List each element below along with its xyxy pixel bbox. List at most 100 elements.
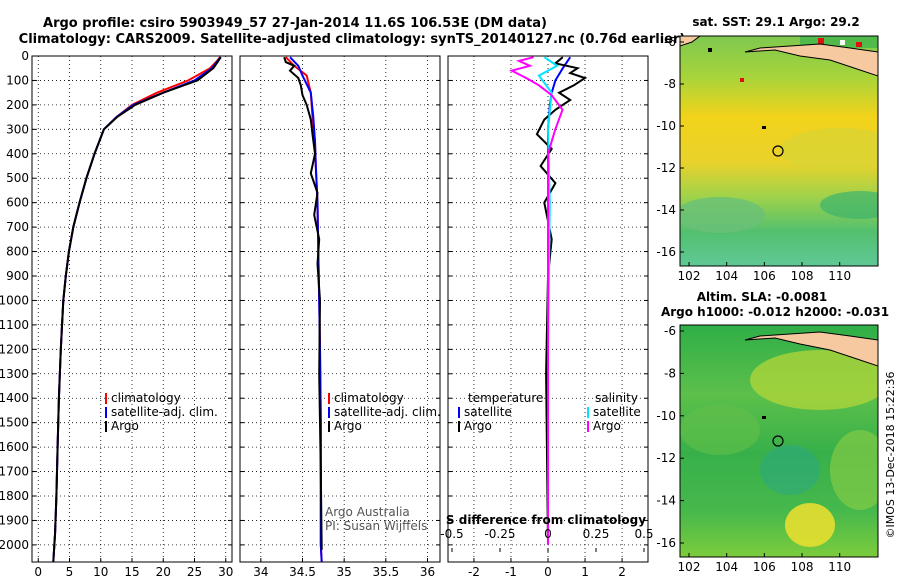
sla-map-title-2: Argo h1000: -0.012 h2000: -0.031: [661, 305, 889, 319]
diff-legend-sal-head: salinity: [595, 391, 638, 405]
sst-lon-label: 110: [828, 269, 851, 283]
sst-lon-label: 106: [753, 269, 776, 283]
diff-series-temperature-argo: [535, 56, 588, 545]
temp-legend-label: Argo: [111, 419, 139, 433]
sst-lat-label: -6: [664, 35, 676, 49]
sla-lon-label: 108: [791, 560, 814, 574]
credit-argo-australia: Argo Australia: [325, 505, 410, 519]
sal-xtick-label: 34: [253, 565, 268, 579]
diff-sal-legend-swatch: [587, 407, 589, 418]
sal-xtick-label: 34.5: [289, 565, 316, 579]
depth-tick-label: 1200: [0, 342, 29, 356]
temp-xtick-label: 5: [66, 565, 74, 579]
temp-xtick-label: 15: [124, 565, 139, 579]
sal-series-climatology: [285, 56, 323, 563]
sla-lon-label: 110: [828, 560, 851, 574]
sst-lat-label: -16: [656, 245, 676, 259]
diff-s-tick-label: 0: [544, 527, 552, 541]
temp-series-argo: [52, 56, 222, 563]
temp-legend-swatch: [105, 407, 107, 418]
diff-s-tick-label: -0.25: [484, 527, 515, 541]
depth-tick-label: 200: [6, 98, 29, 112]
depth-tick-label: 1500: [0, 416, 29, 430]
depth-tick-label: 1800: [0, 489, 29, 503]
sal-legend-swatch: [328, 393, 330, 404]
depth-tick-label: 1100: [0, 318, 29, 332]
sal-xtick-label: 35.5: [372, 565, 399, 579]
sla-map-title-1: Altim. SLA: -0.0081: [697, 290, 828, 304]
depth-tick-label: 800: [6, 245, 29, 259]
sal-legend-label: Argo: [334, 419, 362, 433]
diff-series-temperature-satellite: [547, 56, 572, 545]
diff-s-tick-label: 0.25: [583, 527, 610, 541]
diff-sal-legend-label: satellite: [593, 405, 641, 419]
temp-series-satellite-adj-clim-: [52, 56, 222, 563]
sla-lat-label: -14: [656, 494, 676, 508]
depth-tick-label: 0: [21, 49, 29, 63]
diff-s-tick-label: -0.5: [440, 527, 463, 541]
temp-xtick-label: 25: [187, 565, 202, 579]
temp-legend-label: climatology: [111, 391, 181, 405]
sst-land-java: [744, 43, 878, 77]
sla-lat-label: -10: [656, 409, 676, 423]
credit-pi: PI: Susan Wijffels: [325, 519, 427, 533]
depth-tick-label: 1300: [0, 367, 29, 381]
sal-xtick-label: 36: [420, 565, 435, 579]
sal-legend-label: satellite-adj. clim.: [334, 405, 441, 419]
temp-xtick-label: 0: [34, 565, 42, 579]
depth-tick-label: 700: [6, 220, 29, 234]
title-line-2: Climatology: CARS2009. Satellite-adjuste…: [19, 32, 686, 47]
sst-lat-label: -14: [656, 203, 676, 217]
sal-legend-swatch: [328, 421, 330, 432]
sla-map: [679, 324, 879, 558]
sla-lon-label: 102: [678, 560, 701, 574]
depth-tick-label: 1900: [0, 513, 29, 527]
temp-legend-swatch: [105, 393, 107, 404]
sal-legend-swatch: [328, 407, 330, 418]
sal-series-satellite-adj-clim-: [289, 56, 323, 563]
diff-legend-temp-head: temperature: [468, 391, 543, 405]
sst-map-title: sat. SST: 29.1 Argo: 29.2: [692, 15, 859, 29]
depth-tick-label: 300: [6, 122, 29, 136]
sst-lat-label: -10: [656, 119, 676, 133]
sla-lon-label: 104: [715, 560, 738, 574]
depth-tick-label: 1600: [0, 440, 29, 454]
depth-tick-label: 2000: [0, 538, 29, 552]
diff-temp-legend-label: satellite: [464, 405, 512, 419]
depth-tick-label: 1700: [0, 465, 29, 479]
depth-tick-label: 1000: [0, 293, 29, 307]
sst-land-sumatra: [680, 36, 701, 47]
sst-lon-label: 104: [715, 269, 738, 283]
sst-lon-label: 108: [791, 269, 814, 283]
sla-lat-label: -12: [656, 451, 676, 465]
temp-xtick-label: 20: [156, 565, 171, 579]
sla-lat-label: -6: [664, 324, 676, 338]
sal-xtick-label: 35: [337, 565, 352, 579]
sst-lat-label: -12: [656, 161, 676, 175]
diff-xtick-label: 1: [581, 565, 589, 579]
sla-land-java: [744, 331, 878, 367]
footer-timestamp: ©IMOS 13-Dec-2018 15:22:36: [884, 372, 897, 539]
sla-lat-label: -8: [664, 366, 676, 380]
depth-tick-label: 600: [6, 196, 29, 210]
sal-series-argo: [283, 56, 323, 550]
diff-series-salinity-argo: [508, 56, 564, 545]
depth-tick-label: 900: [6, 269, 29, 283]
diff-temp-legend-label: Argo: [464, 419, 492, 433]
diff-xtick-label: 0: [544, 565, 552, 579]
diff-sal-legend-label: Argo: [593, 419, 621, 433]
sal-frame: [239, 55, 441, 563]
diff-xtick-label: -1: [505, 565, 517, 579]
sla-lat-label: -16: [656, 536, 676, 550]
depth-tick-label: 100: [6, 73, 29, 87]
depth-tick-label: 400: [6, 147, 29, 161]
sla-argo-position: [772, 435, 784, 447]
depth-tick-label: 1400: [0, 391, 29, 405]
depth-tick-label: 500: [6, 171, 29, 185]
sst-map: [679, 35, 879, 267]
diff-xtick-label: -2: [468, 565, 480, 579]
temp-xtick-label: 10: [93, 565, 108, 579]
sal-legend-label: climatology: [334, 391, 404, 405]
temp-legend-swatch: [105, 421, 107, 432]
